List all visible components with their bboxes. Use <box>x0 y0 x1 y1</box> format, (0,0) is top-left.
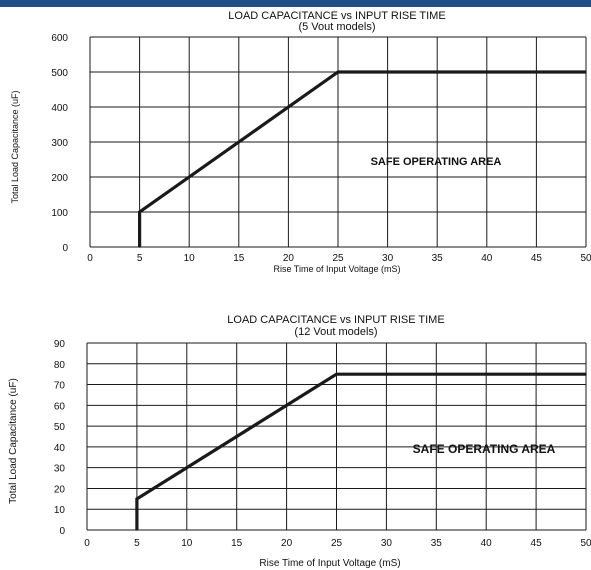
x-tick-label: 10 <box>181 538 193 549</box>
chart-subtitle: (12 Vout models) <box>294 326 377 338</box>
y-axis-label: Total Load Capacitance (uF) <box>10 90 20 203</box>
x-tick-label: 50 <box>580 253 591 264</box>
chart-12vout: LOAD CAPACITANCE vs INPUT RISE TIME (12 … <box>8 314 591 569</box>
x-tick-label: 10 <box>184 253 196 264</box>
x-tick-label: 45 <box>531 253 543 264</box>
x-tick-label: 35 <box>431 538 443 549</box>
chart-title: LOAD CAPACITANCE vs INPUT RISE TIME <box>228 10 445 22</box>
x-tick-label: 5 <box>137 253 143 264</box>
x-tick-label: 45 <box>531 538 543 549</box>
data-point <box>585 373 587 375</box>
x-tick-label: 25 <box>332 253 344 264</box>
chart-subtitle: (5 Vout models) <box>298 21 375 33</box>
x-tick-label: 30 <box>382 253 394 264</box>
y-tick-label: 50 <box>54 422 66 433</box>
y-tick-label: 40 <box>54 443 66 454</box>
x-axis-label: Rise Time of Input Voltage (mS) <box>273 264 400 274</box>
x-tick-label: 0 <box>84 538 90 549</box>
x-tick-label: 25 <box>331 538 343 549</box>
x-tick-label: 30 <box>381 538 393 549</box>
data-point <box>585 71 587 73</box>
series-line <box>135 372 586 530</box>
safe-area-annotation: SAFE OPERATING AREA <box>371 156 502 168</box>
x-tick-label: 15 <box>233 253 245 264</box>
x-tick-label: 35 <box>432 253 444 264</box>
x-tick-label: 50 <box>580 538 591 549</box>
x-tick-label: 0 <box>87 253 93 264</box>
x-tick-label: 20 <box>283 253 295 264</box>
y-tick-label: 30 <box>54 464 66 475</box>
x-tick-label: 15 <box>231 538 243 549</box>
y-tick-label: 100 <box>51 208 68 219</box>
y-tick-label: 60 <box>54 401 66 412</box>
y-tick-label: 300 <box>51 138 68 149</box>
y-tick-label: 500 <box>51 68 68 79</box>
x-tick-label: 40 <box>481 538 493 549</box>
data-point <box>335 373 338 375</box>
y-tick-label: 70 <box>54 381 66 392</box>
annotation-background <box>398 439 573 457</box>
y-tick-label: 0 <box>62 243 68 254</box>
chart-title: LOAD CAPACITANCE vs INPUT RISE TIME <box>227 314 444 326</box>
chart-5vout: LOAD CAPACITANCE vs INPUT RISE TIME (5 V… <box>10 10 591 274</box>
data-point <box>138 211 141 213</box>
y-tick-label: 90 <box>54 339 66 350</box>
data-point <box>138 246 141 248</box>
y-axis-label: Total Load Capacitance (uF) <box>8 378 19 504</box>
top-accent-bar <box>0 0 591 7</box>
y-tick-label: 0 <box>59 526 65 537</box>
safe-area-annotation: SAFE OPERATING AREA <box>413 442 556 456</box>
data-point <box>337 71 339 73</box>
y-tick-label: 200 <box>51 173 68 184</box>
annotation-background <box>340 133 532 154</box>
y-tick-label: 600 <box>51 33 68 44</box>
data-point <box>136 529 138 531</box>
y-tick-label: 80 <box>54 360 66 371</box>
y-tick-label: 10 <box>54 505 66 516</box>
x-tick-label: 5 <box>134 538 140 549</box>
y-tick-label: 400 <box>51 103 68 114</box>
y-tick-label: 20 <box>54 484 66 495</box>
x-tick-label: 40 <box>481 253 493 264</box>
x-axis-label: Rise Time of Input Voltage (mS) <box>259 558 400 569</box>
data-point <box>136 498 138 500</box>
series-line <box>138 70 586 247</box>
x-tick-label: 20 <box>281 538 293 549</box>
